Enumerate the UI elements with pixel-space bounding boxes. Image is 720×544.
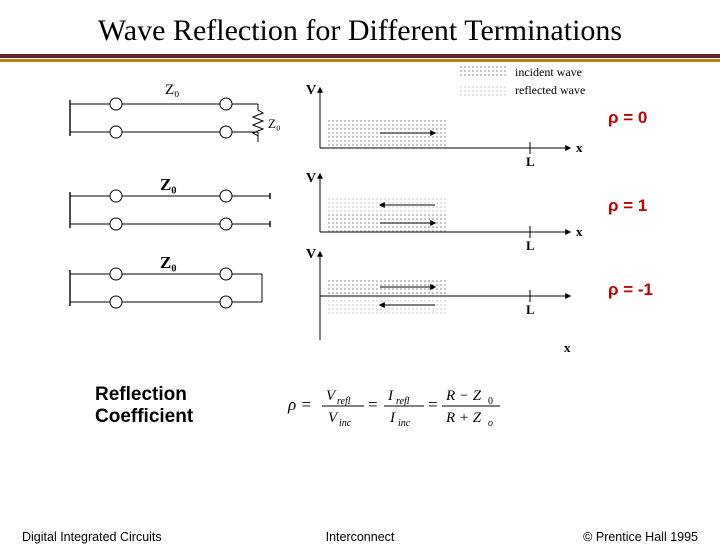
svg-text:0: 0 [488, 396, 493, 407]
z0-label-3: Z₀ [160, 253, 176, 272]
plot-open: V x L [306, 171, 583, 253]
z0-label-2: Z₀ [160, 175, 176, 194]
rule-top [0, 54, 720, 58]
footer-right: © Prentice Hall 1995 [583, 530, 698, 544]
svg-text:inc: inc [398, 418, 411, 429]
svg-text:I: I [387, 388, 394, 404]
svg-text:x: x [576, 140, 583, 155]
circuit-matched: Z₀ Z₀ [70, 82, 280, 142]
svg-text:=: = [368, 395, 378, 414]
legend-incident-label: incident wave [515, 65, 582, 79]
row-short: Z₀ V x L [70, 247, 571, 355]
formula-svg: ρ = V refl V inc = I refl I inc = R − Z … [287, 388, 500, 429]
svg-text:inc: inc [339, 418, 352, 429]
circuit-open: Z₀ [70, 175, 270, 230]
svg-text:V: V [326, 388, 337, 404]
svg-text:L: L [526, 238, 535, 253]
svg-text:V: V [328, 410, 339, 426]
rho-matched: ρ = 0 [608, 108, 647, 128]
svg-text:ρ =: ρ = [287, 395, 312, 414]
svg-text:V: V [306, 83, 316, 98]
slide-body: incident wave reflected wave [0, 62, 720, 492]
svg-text:V: V [306, 247, 316, 262]
reflection-coefficient-label: Reflection Coefficient [95, 384, 193, 428]
plot-short: V x L [306, 247, 571, 355]
svg-text:R − Z: R − Z [445, 388, 482, 404]
svg-text:=: = [428, 395, 438, 414]
z0-label-1: Z₀ [165, 82, 179, 98]
row-open: Z₀ V x L [70, 171, 583, 253]
svg-text:L: L [526, 154, 535, 169]
svg-text:x: x [564, 340, 571, 355]
svg-text:o: o [488, 418, 493, 429]
legend: incident wave reflected wave [458, 65, 585, 97]
slide-title: Wave Reflection for Different Terminatio… [0, 0, 720, 54]
rho-short: ρ = -1 [608, 280, 653, 300]
rho-open: ρ = 1 [608, 196, 647, 216]
svg-text:x: x [576, 224, 583, 239]
svg-text:refl: refl [337, 396, 351, 407]
svg-text:I: I [389, 410, 396, 426]
svg-text:Z₀: Z₀ [268, 116, 280, 131]
circuit-short: Z₀ [70, 253, 262, 308]
svg-text:V: V [306, 171, 316, 186]
legend-reflected-label: reflected wave [515, 83, 585, 97]
svg-text:R + Z: R + Z [445, 410, 482, 426]
svg-text:L: L [526, 302, 535, 317]
svg-text:refl: refl [396, 396, 410, 407]
